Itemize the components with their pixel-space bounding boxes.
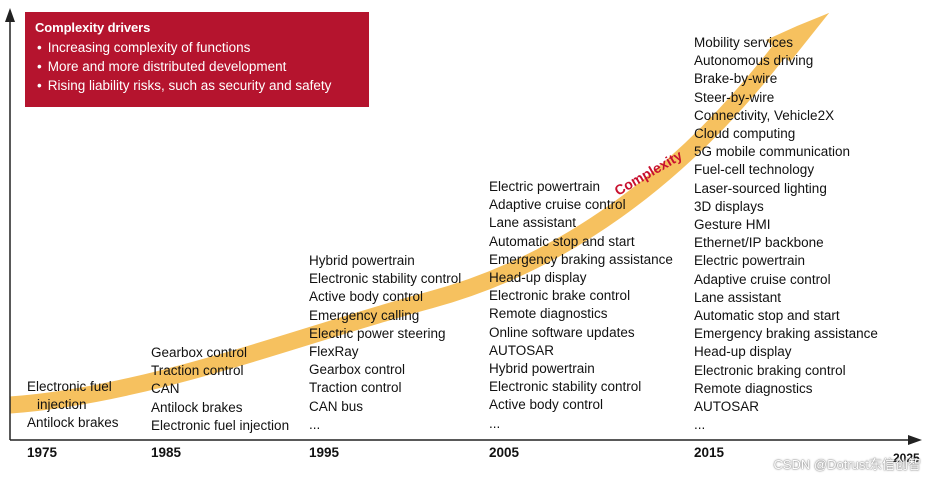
feature-item: Active body control <box>309 289 424 305</box>
ellipsis: ... <box>309 416 321 432</box>
year-label-1985: 1985 <box>151 445 182 460</box>
feature-item: Automatic stop and start <box>694 308 840 324</box>
feature-item: Gearbox control <box>309 362 406 378</box>
feature-item: Head-up display <box>694 344 792 360</box>
drivers-item: Increasing complexity of functions <box>35 38 359 57</box>
feature-item: Lane assistant <box>489 215 577 231</box>
feature-item: CAN bus <box>309 398 364 414</box>
feature-item: Adaptive cruise control <box>489 197 626 213</box>
feature-item: Ethernet/IP backbone <box>694 235 824 251</box>
feature-item: Laser-sourced lighting <box>694 180 827 196</box>
feature-item: Gearbox control <box>151 345 248 360</box>
feature-item: Antilock brakes <box>27 415 119 431</box>
feature-item: Electric powertrain <box>694 253 806 269</box>
feature-item: Emergency calling <box>309 307 420 323</box>
feature-item: Electric power steering <box>309 325 446 341</box>
year-label-1995: 1995 <box>309 445 340 460</box>
feature-item: Traction control <box>151 363 244 379</box>
feature-item: Connectivity, Vehicle2X <box>694 107 835 123</box>
feature-item: Cloud computing <box>694 126 796 142</box>
feature-item: Gesture HMI <box>694 217 771 233</box>
feature-item: Brake-by-wire <box>694 71 778 87</box>
feature-item: Lane assistant <box>694 289 782 305</box>
feature-item: Hybrid powertrain <box>489 361 595 377</box>
feature-item: Electric powertrain <box>489 179 601 194</box>
watermark: CSDN @Dotrust东信创智 <box>773 457 921 472</box>
feature-item: Autonomous driving <box>694 53 814 69</box>
complexity-arrow-band <box>9 44 787 414</box>
feature-item: AUTOSAR <box>489 342 555 358</box>
feature-item: FlexRay <box>309 344 359 360</box>
y-axis-arrowhead <box>5 8 15 22</box>
drivers-item: More and more distributed development <box>35 57 359 76</box>
feature-item: Head-up display <box>489 270 587 286</box>
column-1985-items: Gearbox control Traction control CAN Ant… <box>151 344 289 435</box>
year-label-2005: 2005 <box>489 445 520 460</box>
feature-item: 5G mobile communication <box>694 144 851 160</box>
feature-item: Remote diagnostics <box>489 306 608 322</box>
feature-item: Electronic braking control <box>694 362 846 378</box>
feature-item: Emergency braking assistance <box>694 326 878 342</box>
feature-item: AUTOSAR <box>694 399 760 415</box>
column-1995-items: Hybrid powertrain Electronic stability c… <box>309 252 461 434</box>
feature-item: Fuel-cell technology <box>694 162 815 178</box>
feature-item: Online software updates <box>489 324 635 340</box>
feature-item: Electronic brake control <box>489 288 631 304</box>
feature-item: CAN <box>151 381 180 397</box>
feature-item: Adaptive cruise control <box>694 271 831 287</box>
feature-item: Remote diagnostics <box>694 380 813 396</box>
feature-item: Automatic stop and start <box>489 233 635 249</box>
feature-item: Electronic fuel <box>27 379 112 394</box>
complexity-arrowhead-fill <box>766 13 829 62</box>
feature-item: Emergency braking assistance <box>489 251 673 267</box>
complexity-drivers-box: Complexity drivers Increasing complexity… <box>25 12 369 107</box>
year-label-1975: 1975 <box>27 445 58 460</box>
feature-item: Steer-by-wire <box>694 89 775 105</box>
feature-item: Antilock brakes <box>151 399 243 415</box>
feature-item: Mobility services <box>694 35 794 50</box>
drivers-title: Complexity drivers <box>35 20 151 35</box>
feature-item: 3D displays <box>694 198 764 214</box>
feature-item: injection <box>37 397 87 413</box>
feature-item: Active body control <box>489 397 604 413</box>
column-2015-items: Mobility services Autonomous driving Bra… <box>694 34 878 434</box>
feature-item: Hybrid powertrain <box>309 253 415 268</box>
column-2005-items: Electric powertrain Adaptive cruise cont… <box>489 178 673 433</box>
feature-item: Traction control <box>309 380 402 396</box>
column-1975-items: Electronic fuel injection Antilock brake… <box>27 378 119 433</box>
x-axis-arrowhead <box>908 435 922 445</box>
year-label-2015: 2015 <box>694 445 725 460</box>
ellipsis: ... <box>694 417 706 433</box>
feature-item: Electronic fuel injection <box>151 417 290 433</box>
feature-item: Electronic stability control <box>489 379 642 395</box>
ellipsis: ... <box>489 415 501 431</box>
feature-item: Electronic stability control <box>309 271 462 287</box>
drivers-item: Rising liability risks, such as security… <box>35 76 359 95</box>
year-label-2025: 2025 <box>893 451 920 465</box>
